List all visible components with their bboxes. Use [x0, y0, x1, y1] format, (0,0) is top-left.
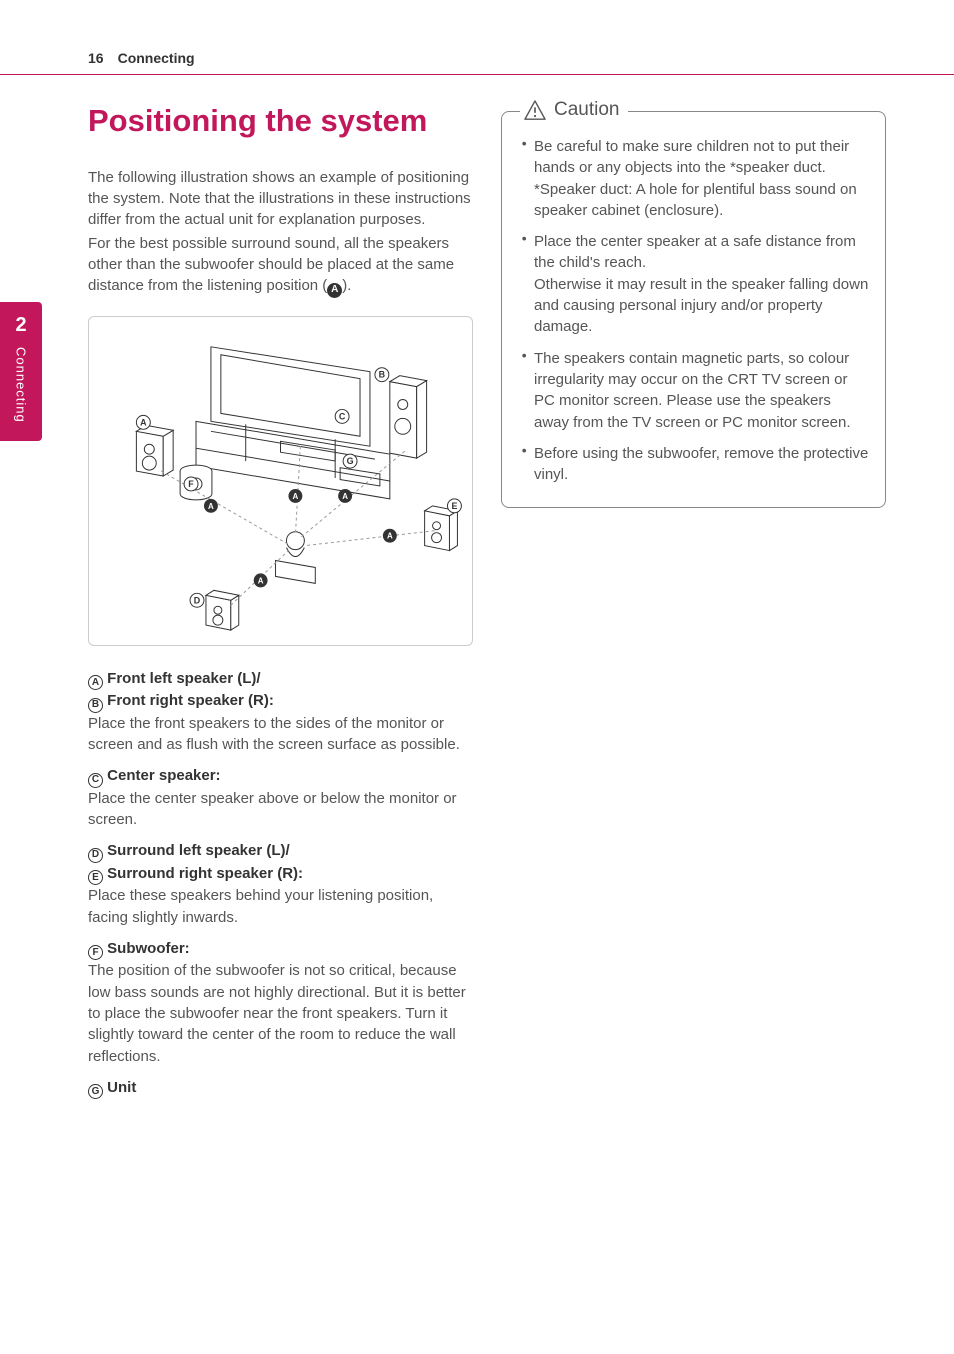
- right-column: Caution Be careful to make sure children…: [501, 103, 886, 1109]
- caution-item-sub: *Speaker duct: A hole for plentiful bass…: [534, 179, 869, 222]
- intro-paragraph-1: The following illustration shows an exam…: [88, 167, 473, 231]
- speaker-g-text: Unit: [103, 1079, 136, 1096]
- speaker-c-text: Center speaker:: [103, 767, 221, 784]
- speaker-d-label: D Surround left speaker (L)/: [88, 840, 473, 863]
- speaker-f-text: Subwoofer:: [103, 940, 190, 957]
- speaker-f-desc: The position of the subwoofer is not so …: [88, 960, 473, 1066]
- header-section: Connecting: [118, 50, 195, 66]
- left-column: Positioning the system The following ill…: [88, 103, 473, 1109]
- positioning-diagram: A B C D E F G A: [88, 316, 473, 646]
- svg-text:F: F: [188, 479, 194, 489]
- speaker-de-block: D Surround left speaker (L)/ E Surround …: [88, 840, 473, 928]
- speaker-b-label: B Front right speaker (R):: [88, 690, 473, 713]
- speaker-d-text: Surround left speaker (L)/: [103, 842, 290, 859]
- caution-item: Before using the subwoofer, remove the p…: [518, 443, 869, 486]
- caution-list: Be careful to make sure children not to …: [518, 136, 869, 485]
- svg-text:A: A: [140, 417, 147, 427]
- svg-text:A: A: [293, 492, 299, 501]
- intro-p2-a: For the best possible surround sound, al…: [88, 235, 454, 295]
- page-title: Positioning the system: [88, 103, 473, 139]
- caution-icon: [524, 100, 546, 120]
- letter-f-icon: F: [88, 945, 103, 960]
- svg-text:G: G: [347, 456, 354, 466]
- speaker-de-desc: Place these speakers behind your listeni…: [88, 885, 473, 928]
- speaker-c-block: C Center speaker: Place the center speak…: [88, 765, 473, 830]
- svg-text:B: B: [379, 369, 386, 379]
- svg-text:D: D: [194, 595, 201, 605]
- svg-text:C: C: [339, 411, 346, 421]
- speaker-b-text: Front right speaker (R):: [103, 692, 274, 709]
- caution-item: Place the center speaker at a safe dista…: [518, 231, 869, 337]
- intro-p2-b: ).: [342, 277, 351, 294]
- speaker-a-label: A Front left speaker (L)/: [88, 668, 473, 691]
- speaker-e-text: Surround right speaker (R):: [103, 865, 303, 882]
- caution-title-text: Caution: [554, 99, 620, 121]
- speaker-ab-block: A Front left speaker (L)/ B Front right …: [88, 668, 473, 756]
- speaker-c-label: C Center speaker:: [88, 765, 473, 788]
- caution-item: The speakers contain magnetic parts, so …: [518, 348, 869, 433]
- speaker-a-text: Front left speaker (L)/: [103, 670, 261, 687]
- distance-marker-icon: A: [327, 283, 342, 298]
- diagram-svg: A B C D E F G A: [89, 317, 472, 645]
- caution-item-main: The speakers contain magnetic parts, so …: [534, 350, 851, 431]
- letter-b-icon: B: [88, 698, 103, 713]
- svg-text:A: A: [258, 576, 264, 585]
- svg-text:A: A: [387, 531, 393, 540]
- caution-item-main: Be careful to make sure children not to …: [534, 138, 849, 176]
- caution-item-sub: Otherwise it may result in the speaker f…: [534, 274, 869, 338]
- page-number: 16: [88, 50, 104, 66]
- chapter-tab: 2 Connecting: [0, 302, 42, 441]
- speaker-e-label: E Surround right speaker (R):: [88, 863, 473, 886]
- chapter-name: Connecting: [14, 347, 29, 423]
- svg-text:A: A: [342, 492, 348, 501]
- speaker-c-desc: Place the center speaker above or below …: [88, 788, 473, 831]
- svg-text:A: A: [208, 501, 214, 510]
- speaker-f-block: F Subwoofer: The position of the subwoof…: [88, 938, 473, 1067]
- caution-title: Caution: [520, 99, 628, 121]
- svg-text:E: E: [451, 500, 457, 510]
- letter-c-icon: C: [88, 773, 103, 788]
- page-header: 16 Connecting: [0, 0, 954, 75]
- speaker-g-block: G Unit: [88, 1077, 473, 1100]
- caution-item-main: Before using the subwoofer, remove the p…: [534, 445, 868, 483]
- page-content: Positioning the system The following ill…: [0, 75, 954, 1109]
- caution-box: Caution Be careful to make sure children…: [501, 111, 886, 508]
- speaker-ab-desc: Place the front speakers to the sides of…: [88, 713, 473, 756]
- letter-g-icon: G: [88, 1084, 103, 1099]
- chapter-number: 2: [0, 314, 42, 337]
- letter-e-icon: E: [88, 870, 103, 885]
- caution-item: Be careful to make sure children not to …: [518, 136, 869, 221]
- speaker-f-label: F Subwoofer:: [88, 938, 473, 961]
- caution-item-main: Place the center speaker at a safe dista…: [534, 233, 856, 271]
- letter-a-icon: A: [88, 675, 103, 690]
- intro-paragraph-2: For the best possible surround sound, al…: [88, 233, 473, 298]
- letter-d-icon: D: [88, 848, 103, 863]
- speaker-g-label: G Unit: [88, 1077, 473, 1100]
